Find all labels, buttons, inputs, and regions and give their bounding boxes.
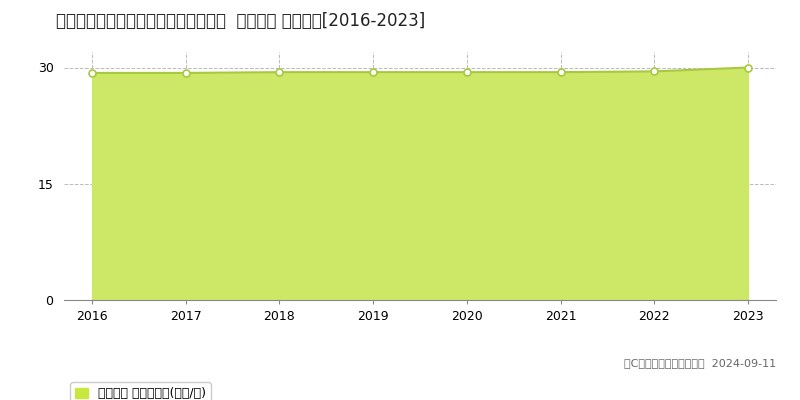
Point [648, 68, 661, 74]
Legend: 地価公示 平均啶単価(万円/啶): 地価公示 平均啶単価(万円/啶) [70, 382, 210, 400]
Point [273, 69, 286, 75]
Point [179, 70, 192, 76]
Point [461, 69, 474, 75]
Point [742, 64, 754, 71]
Point [554, 69, 567, 75]
Text: （C）土地価格ドットコム  2024-09-11: （C）土地価格ドットコム 2024-09-11 [624, 358, 776, 368]
Text: 滋賀県大津市本堅田４丁目１９番４外  地価公示 地価推移[2016-2023]: 滋賀県大津市本堅田４丁目１９番４外 地価公示 地価推移[2016-2023] [56, 12, 426, 30]
Point [86, 70, 98, 76]
Point [366, 69, 379, 75]
